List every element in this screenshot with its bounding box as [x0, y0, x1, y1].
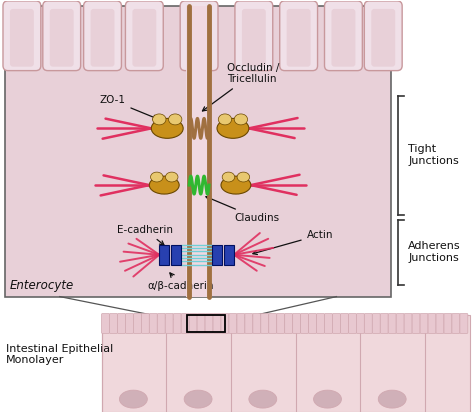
- FancyBboxPatch shape: [428, 313, 436, 333]
- FancyBboxPatch shape: [205, 313, 213, 333]
- Ellipse shape: [221, 176, 251, 194]
- Bar: [171, 245, 181, 265]
- FancyBboxPatch shape: [325, 1, 362, 71]
- FancyBboxPatch shape: [325, 313, 332, 333]
- FancyBboxPatch shape: [181, 313, 189, 333]
- Text: Adherens
Junctions: Adherens Junctions: [408, 241, 461, 263]
- Text: α/β-cadherin: α/β-cadherin: [147, 273, 214, 291]
- FancyBboxPatch shape: [371, 9, 395, 66]
- FancyBboxPatch shape: [221, 313, 229, 333]
- FancyBboxPatch shape: [460, 313, 468, 333]
- FancyBboxPatch shape: [332, 313, 340, 333]
- Text: Claudins: Claudins: [206, 196, 279, 223]
- FancyBboxPatch shape: [317, 313, 325, 333]
- Ellipse shape: [249, 390, 277, 408]
- FancyBboxPatch shape: [261, 313, 269, 333]
- Text: Actin: Actin: [253, 230, 333, 254]
- FancyBboxPatch shape: [10, 9, 34, 66]
- Text: Occludin /
Tricellulin: Occludin / Tricellulin: [202, 63, 279, 111]
- FancyBboxPatch shape: [235, 1, 273, 71]
- Ellipse shape: [184, 390, 212, 408]
- Text: E-cadherin: E-cadherin: [118, 225, 173, 245]
- Ellipse shape: [165, 172, 178, 182]
- Ellipse shape: [237, 172, 250, 182]
- FancyBboxPatch shape: [444, 313, 452, 333]
- FancyBboxPatch shape: [365, 1, 402, 71]
- FancyBboxPatch shape: [133, 313, 141, 333]
- FancyBboxPatch shape: [197, 313, 205, 333]
- FancyBboxPatch shape: [380, 313, 388, 333]
- FancyBboxPatch shape: [253, 313, 261, 333]
- FancyBboxPatch shape: [5, 6, 391, 297]
- FancyBboxPatch shape: [287, 9, 310, 66]
- FancyBboxPatch shape: [3, 1, 41, 71]
- FancyBboxPatch shape: [118, 313, 126, 333]
- FancyBboxPatch shape: [280, 1, 318, 71]
- Ellipse shape: [151, 172, 163, 182]
- Ellipse shape: [151, 119, 183, 138]
- FancyBboxPatch shape: [187, 9, 211, 66]
- FancyBboxPatch shape: [388, 313, 396, 333]
- FancyBboxPatch shape: [50, 9, 73, 66]
- Ellipse shape: [234, 114, 247, 125]
- FancyBboxPatch shape: [301, 313, 309, 333]
- FancyBboxPatch shape: [404, 313, 412, 333]
- Ellipse shape: [153, 114, 166, 125]
- FancyBboxPatch shape: [109, 313, 118, 333]
- FancyBboxPatch shape: [173, 313, 181, 333]
- Bar: [159, 245, 169, 265]
- FancyBboxPatch shape: [292, 313, 301, 333]
- FancyBboxPatch shape: [269, 313, 277, 333]
- FancyBboxPatch shape: [452, 313, 460, 333]
- Ellipse shape: [314, 390, 341, 408]
- FancyBboxPatch shape: [149, 313, 157, 333]
- FancyBboxPatch shape: [245, 313, 253, 333]
- Bar: [187, 315, 225, 332]
- FancyBboxPatch shape: [348, 313, 356, 333]
- FancyBboxPatch shape: [365, 313, 372, 333]
- Ellipse shape: [149, 176, 179, 194]
- FancyBboxPatch shape: [229, 313, 237, 333]
- FancyBboxPatch shape: [165, 313, 173, 333]
- FancyBboxPatch shape: [331, 9, 356, 66]
- Text: Tight
Junctions: Tight Junctions: [408, 145, 459, 166]
- FancyBboxPatch shape: [213, 313, 221, 333]
- Ellipse shape: [119, 390, 147, 408]
- FancyBboxPatch shape: [126, 313, 133, 333]
- FancyBboxPatch shape: [436, 313, 444, 333]
- Ellipse shape: [217, 119, 249, 138]
- FancyBboxPatch shape: [242, 9, 266, 66]
- FancyBboxPatch shape: [372, 313, 380, 333]
- Ellipse shape: [378, 390, 406, 408]
- Ellipse shape: [222, 172, 235, 182]
- FancyBboxPatch shape: [340, 313, 348, 333]
- Text: Enterocyte: Enterocyte: [10, 279, 74, 292]
- FancyBboxPatch shape: [132, 9, 156, 66]
- FancyBboxPatch shape: [309, 313, 317, 333]
- FancyBboxPatch shape: [356, 313, 365, 333]
- Bar: [101, 315, 470, 412]
- Bar: [212, 245, 222, 265]
- FancyBboxPatch shape: [396, 313, 404, 333]
- FancyBboxPatch shape: [101, 313, 109, 333]
- Bar: [224, 245, 234, 265]
- FancyBboxPatch shape: [412, 313, 420, 333]
- FancyBboxPatch shape: [237, 313, 245, 333]
- FancyBboxPatch shape: [83, 1, 121, 71]
- Text: ZO-1: ZO-1: [100, 95, 157, 119]
- FancyBboxPatch shape: [43, 1, 81, 71]
- FancyBboxPatch shape: [91, 9, 115, 66]
- FancyBboxPatch shape: [420, 313, 428, 333]
- FancyBboxPatch shape: [126, 1, 163, 71]
- FancyBboxPatch shape: [189, 313, 197, 333]
- Bar: [186, 6, 212, 297]
- Ellipse shape: [169, 114, 182, 125]
- Ellipse shape: [219, 114, 232, 125]
- FancyBboxPatch shape: [285, 313, 292, 333]
- Text: Intestinal Epithelial
Monolayer: Intestinal Epithelial Monolayer: [6, 344, 113, 365]
- FancyBboxPatch shape: [180, 1, 218, 71]
- FancyBboxPatch shape: [141, 313, 149, 333]
- FancyBboxPatch shape: [277, 313, 285, 333]
- FancyBboxPatch shape: [157, 313, 165, 333]
